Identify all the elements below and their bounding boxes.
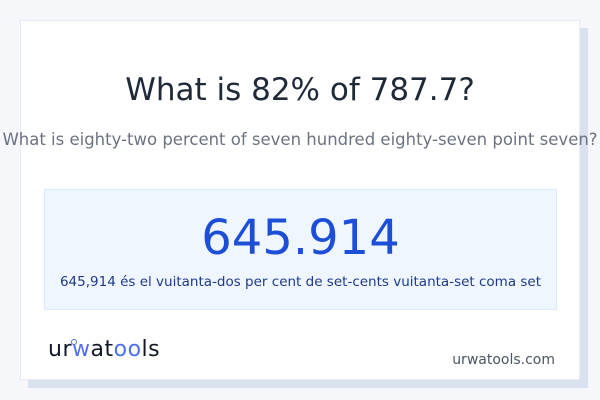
result-sentence: 645,914 és el vuitanta-dos per cent de s… bbox=[59, 274, 542, 290]
page-subtitle: What is eighty-two percent of seven hund… bbox=[2, 130, 598, 149]
urwatools-logo: urwatools bbox=[48, 337, 161, 362]
site-domain: urwatools.com bbox=[452, 352, 555, 368]
result-value: 645.914 bbox=[201, 210, 400, 266]
page-title: What is 82% of 787.7? bbox=[125, 72, 475, 108]
result-box: 645.914 645,914 és el vuitanta-dos per c… bbox=[44, 189, 557, 310]
